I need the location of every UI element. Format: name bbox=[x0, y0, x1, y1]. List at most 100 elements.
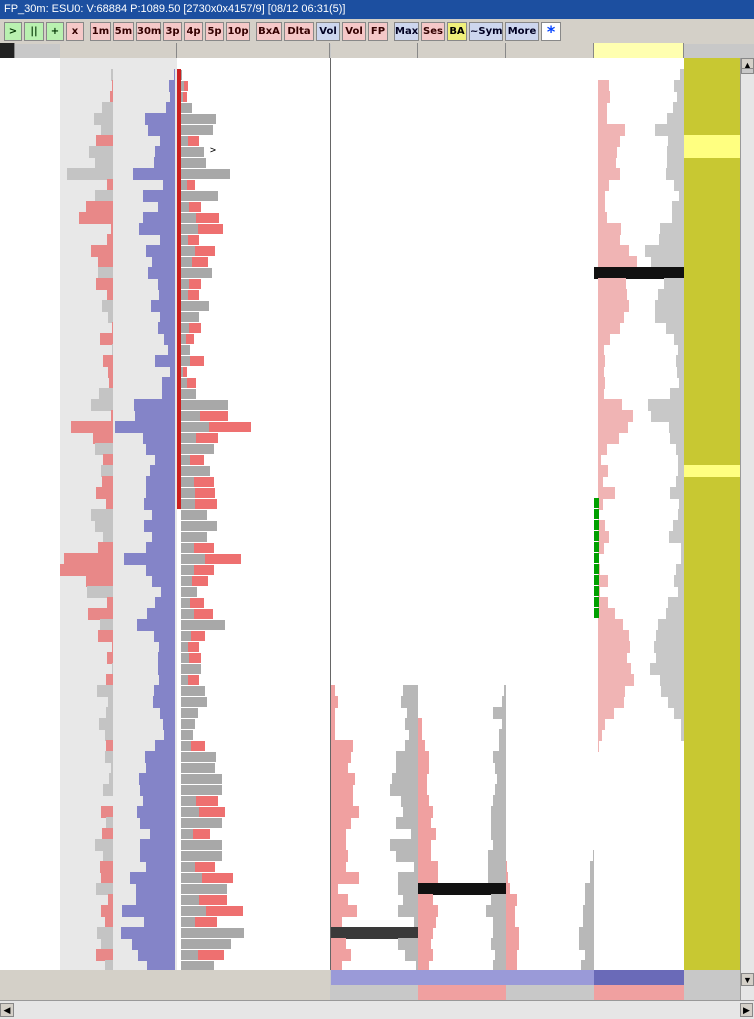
scroll-right-icon[interactable]: ▶ bbox=[740, 1003, 753, 1017]
col-header-2[interactable] bbox=[115, 43, 177, 58]
ask-bar bbox=[651, 256, 684, 268]
bid-bar bbox=[598, 146, 617, 158]
ask-bar bbox=[401, 795, 418, 807]
toolbar-button-3[interactable]: x bbox=[66, 22, 84, 41]
col-header-7[interactable] bbox=[594, 43, 684, 58]
profile-bar bbox=[181, 752, 216, 762]
col-header-6[interactable] bbox=[506, 43, 594, 58]
price-label-right bbox=[684, 146, 740, 158]
bid-bar bbox=[598, 487, 615, 499]
volume-bar bbox=[153, 696, 175, 708]
toolbar-button-10[interactable]: 10p bbox=[226, 22, 250, 41]
profile-bar-base bbox=[181, 741, 191, 751]
ask-bar bbox=[495, 762, 506, 774]
ask-bar bbox=[674, 333, 684, 345]
toolbar-button-12[interactable]: Dlta bbox=[284, 22, 314, 41]
bid-bar bbox=[331, 839, 346, 851]
bid-bar bbox=[506, 949, 517, 961]
bid-bar bbox=[331, 938, 346, 950]
buy-marker bbox=[594, 564, 599, 574]
delta-bar bbox=[99, 388, 113, 400]
ask-bar bbox=[579, 927, 594, 939]
toolbar-button-16[interactable]: Max bbox=[394, 22, 419, 41]
bid-bar bbox=[331, 949, 351, 961]
delta-bar bbox=[100, 861, 113, 873]
toolbar-button-0[interactable]: > bbox=[4, 22, 22, 41]
toolbar-button-15[interactable]: FP bbox=[368, 22, 388, 41]
vertical-scrollbar[interactable]: ▲ ▼ bbox=[740, 58, 754, 1000]
toolbar-button-13[interactable]: Vol bbox=[316, 22, 340, 41]
toolbar-button-14[interactable]: Vol bbox=[342, 22, 366, 41]
footprint-grid[interactable]: > bbox=[0, 58, 740, 972]
delta-bar bbox=[110, 91, 113, 103]
ask-bar bbox=[658, 289, 684, 301]
toolbar-button-1[interactable]: || bbox=[24, 22, 44, 41]
toolbar-button-19[interactable]: ~Sym bbox=[469, 22, 503, 41]
volume-bar bbox=[160, 234, 175, 246]
profile-bar-base bbox=[181, 92, 183, 102]
ask-bar bbox=[493, 927, 506, 939]
delta-bar bbox=[106, 817, 113, 829]
col-header-0[interactable] bbox=[0, 43, 15, 58]
volume-bar bbox=[155, 597, 175, 609]
toolbar-button-9[interactable]: 5p bbox=[205, 22, 224, 41]
toolbar-button-17[interactable]: Ses bbox=[421, 22, 445, 41]
profile-bar bbox=[181, 290, 199, 300]
volume-bar bbox=[136, 894, 175, 906]
ask-bar bbox=[495, 949, 506, 961]
bid-bar bbox=[598, 619, 623, 631]
bid-bar bbox=[598, 454, 601, 466]
delta-bar bbox=[101, 872, 113, 884]
profile-bar bbox=[181, 587, 197, 597]
bid-bar bbox=[331, 905, 357, 917]
ask-bar bbox=[674, 179, 684, 191]
col-header-1[interactable] bbox=[60, 43, 116, 58]
delta-bar bbox=[96, 883, 113, 895]
window-title: FP_30m: ESU0: V:68884 P:1089.50 [2730x0x… bbox=[0, 0, 754, 19]
col-header-4[interactable] bbox=[331, 43, 418, 58]
ask-bar bbox=[678, 344, 684, 356]
toolbar-button-6[interactable]: 30m bbox=[136, 22, 161, 41]
delta-bar bbox=[79, 212, 113, 224]
bid-bar bbox=[418, 828, 436, 840]
bid-bar bbox=[598, 630, 629, 642]
toolbar-button-20[interactable]: More bbox=[505, 22, 539, 41]
volume-bar bbox=[155, 740, 175, 752]
volume-bar bbox=[154, 157, 175, 169]
volume-bar bbox=[140, 817, 175, 829]
toolbar-button-18[interactable]: BA bbox=[447, 22, 467, 41]
delta-bar bbox=[106, 740, 113, 752]
bid-bar bbox=[331, 795, 353, 807]
star-icon[interactable]: * bbox=[541, 22, 561, 41]
scroll-down-icon[interactable]: ▼ bbox=[741, 973, 754, 986]
delta-bar bbox=[102, 828, 113, 840]
profile-bar-base bbox=[181, 180, 187, 190]
scroll-left-icon[interactable]: ◀ bbox=[0, 1003, 14, 1017]
volume-bar bbox=[168, 344, 175, 356]
toolbar-button-11[interactable]: BxA bbox=[256, 22, 282, 41]
profile-bar bbox=[181, 565, 214, 575]
col-header-5[interactable] bbox=[418, 43, 506, 58]
col-header-3[interactable] bbox=[177, 43, 330, 58]
volume-bar bbox=[163, 179, 175, 191]
delta-bar bbox=[108, 894, 113, 906]
toolbar-button-4[interactable]: 1m bbox=[90, 22, 111, 41]
profile-bar bbox=[181, 180, 195, 190]
ask-bar bbox=[411, 828, 418, 840]
volume-bar bbox=[146, 443, 175, 455]
volume-bar bbox=[155, 146, 175, 158]
volume-bar bbox=[164, 333, 175, 345]
delta-bar bbox=[109, 773, 113, 785]
toolbar-button-5[interactable]: 5m bbox=[113, 22, 134, 41]
cursor-icon: > bbox=[210, 145, 217, 156]
toolbar-button-2[interactable]: + bbox=[46, 22, 64, 41]
profile-bar-base bbox=[181, 422, 209, 432]
toolbar-button-8[interactable]: 4p bbox=[184, 22, 203, 41]
toolbar-button-7[interactable]: 3p bbox=[163, 22, 182, 41]
volume-bar bbox=[122, 905, 175, 917]
horizontal-scrollbar[interactable]: ◀ ▶ bbox=[0, 1000, 754, 1019]
bid-bar bbox=[598, 641, 630, 653]
bid-bar bbox=[331, 773, 355, 785]
ask-bar bbox=[667, 157, 684, 169]
scroll-thumb[interactable] bbox=[741, 68, 754, 74]
